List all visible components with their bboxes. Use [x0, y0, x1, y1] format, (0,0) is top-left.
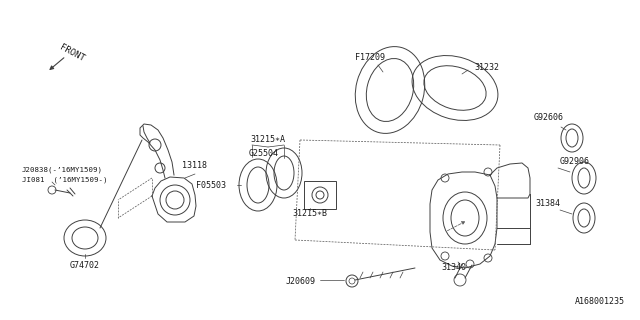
Text: A168001235: A168001235 [575, 298, 625, 307]
Bar [304, 181, 336, 209]
Text: G74702: G74702 [70, 260, 100, 269]
Text: F17209: F17209 [355, 53, 385, 62]
Text: 31215∗B: 31215∗B [292, 210, 328, 219]
Text: J20609: J20609 [286, 277, 316, 286]
Text: G92906: G92906 [560, 157, 590, 166]
Text: 13118: 13118 [182, 162, 207, 171]
Text: JI081  (’16MY1509-): JI081 (’16MY1509-) [22, 177, 108, 183]
Text: G25504: G25504 [249, 148, 279, 157]
Text: FRONT: FRONT [58, 43, 86, 63]
Text: J20838(-’16MY1509): J20838(-’16MY1509) [22, 167, 103, 173]
Text: 31232: 31232 [474, 62, 499, 71]
Text: 31384: 31384 [536, 199, 561, 209]
Text: 31215∗A: 31215∗A [250, 135, 285, 145]
Text: 31340: 31340 [442, 263, 467, 273]
Text: F05503: F05503 [196, 181, 226, 190]
Text: G92606: G92606 [534, 114, 564, 123]
